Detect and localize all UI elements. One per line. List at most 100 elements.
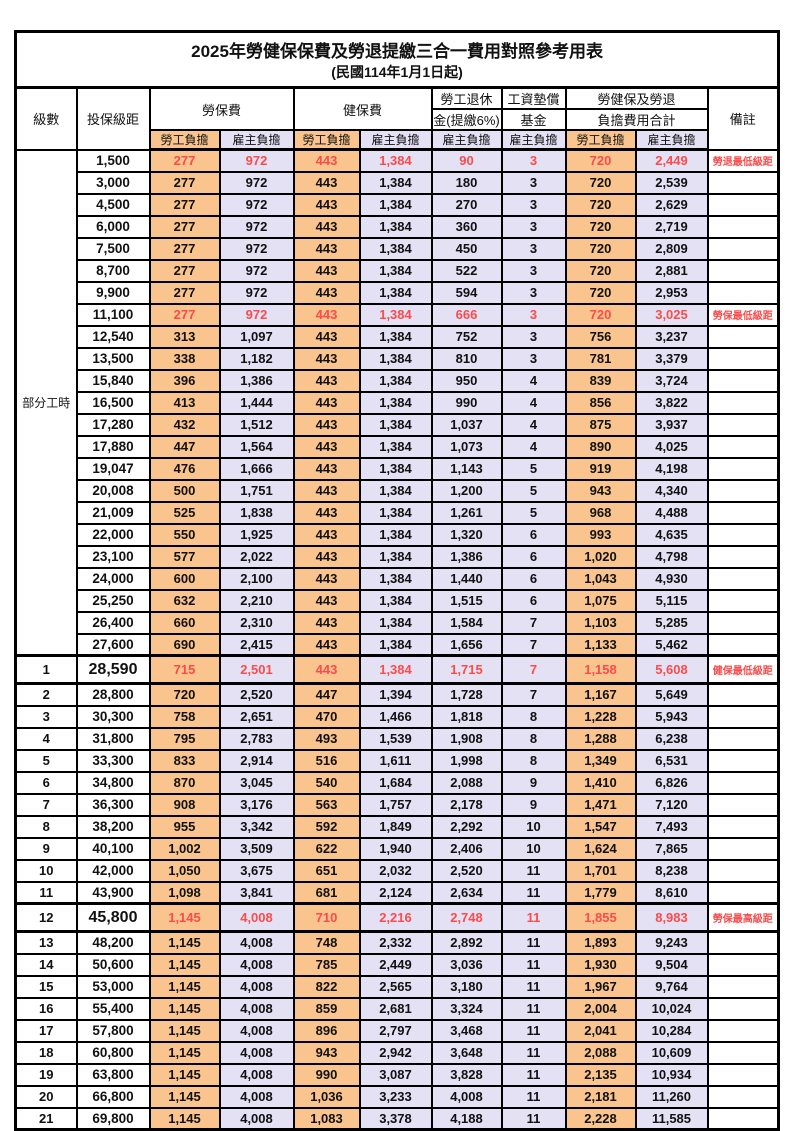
value-cell: 11 bbox=[500, 1040, 567, 1065]
value-cell: 1,167 bbox=[564, 682, 637, 707]
value-cell: 781 bbox=[564, 346, 637, 371]
value-cell: 413 bbox=[148, 390, 221, 415]
value-cell: 3 bbox=[500, 346, 567, 371]
value-cell: 3,378 bbox=[358, 1106, 433, 1131]
value-cell: 11 bbox=[500, 1084, 567, 1109]
value-cell: 4,340 bbox=[634, 478, 709, 503]
table-row: 21 69,800 1,145 4,008 1,083 3,378 4,188 11 2,228… bbox=[14, 1106, 780, 1131]
value-cell: 3,180 bbox=[430, 974, 503, 999]
bracket-cell: 15,840 bbox=[75, 368, 151, 393]
remark-cell bbox=[706, 478, 780, 503]
value-cell: 2,809 bbox=[634, 236, 709, 261]
remark-cell bbox=[706, 280, 780, 305]
remark-cell bbox=[706, 632, 780, 657]
value-cell: 1,133 bbox=[564, 632, 637, 657]
table-row: 12,540 313 1,097 443 1,384 752 3 756 3,237 bbox=[16, 324, 780, 349]
value-cell: 3,025 bbox=[634, 302, 709, 327]
subheader-employer: 雇主負擔 bbox=[218, 129, 295, 151]
value-cell: 1,384 bbox=[358, 566, 433, 591]
value-cell: 1,564 bbox=[218, 434, 295, 459]
level-cell: 1 bbox=[14, 654, 78, 685]
value-cell: 2,783 bbox=[218, 726, 295, 751]
value-cell: 5,285 bbox=[634, 610, 709, 635]
value-cell: 715 bbox=[148, 654, 221, 685]
table-row: 11 43,900 1,098 3,841 681 2,124 2,634 11 1,779 8,… bbox=[14, 880, 780, 905]
level-cell: 4 bbox=[14, 726, 78, 751]
table-row: 13,500 338 1,182 443 1,384 810 3 781 3,379 bbox=[16, 346, 780, 371]
value-cell: 1,384 bbox=[358, 148, 433, 173]
bracket-cell: 28,590 bbox=[75, 654, 151, 685]
value-cell: 6 bbox=[500, 566, 567, 591]
level-cell: 20 bbox=[14, 1084, 78, 1109]
value-cell: 943 bbox=[564, 478, 637, 503]
table-title: 2025年勞健保保費及勞退提繳三合一費用對照參考用表 (民國114年1月1日起) bbox=[14, 30, 780, 89]
bracket-cell: 23,100 bbox=[75, 544, 151, 569]
subheader-employee: 勞工負擔 bbox=[148, 129, 221, 151]
value-cell: 710 bbox=[292, 902, 361, 933]
value-cell: 2,892 bbox=[430, 930, 503, 955]
level-cell: 2 bbox=[14, 682, 78, 707]
value-cell: 720 bbox=[564, 258, 637, 283]
value-cell: 972 bbox=[218, 148, 295, 173]
value-cell: 5,608 bbox=[634, 654, 709, 685]
value-cell: 990 bbox=[430, 390, 503, 415]
header-labor-insurance: 勞保費 bbox=[148, 86, 295, 131]
value-cell: 3 bbox=[500, 236, 567, 261]
subheader-employer: 雇主負擔 bbox=[634, 129, 709, 151]
value-cell: 11 bbox=[500, 1018, 567, 1043]
bracket-cell: 9,900 bbox=[75, 280, 151, 305]
subheader-employee: 勞工負擔 bbox=[564, 129, 637, 151]
value-cell: 1,440 bbox=[430, 566, 503, 591]
value-cell: 5,462 bbox=[634, 632, 709, 657]
value-cell: 5 bbox=[500, 478, 567, 503]
table-row: 3,000 277 972 443 1,384 180 3 720 2,539 bbox=[16, 170, 780, 195]
value-cell: 1,998 bbox=[430, 748, 503, 773]
bracket-cell: 17,280 bbox=[75, 412, 151, 437]
remark-cell bbox=[706, 192, 780, 217]
remark-cell bbox=[706, 500, 780, 525]
value-cell: 90 bbox=[430, 148, 503, 173]
bracket-cell: 57,800 bbox=[75, 1018, 151, 1043]
table-row: 17,280 432 1,512 443 1,384 1,037 4 875 3,937 bbox=[16, 412, 780, 437]
value-cell: 6,238 bbox=[634, 726, 709, 751]
table-row: 11,100 277 972 443 1,384 666 3 720 3,025 勞保最低級距 bbox=[16, 302, 780, 327]
value-cell: 1,384 bbox=[358, 654, 433, 685]
value-cell: 2,088 bbox=[564, 1040, 637, 1065]
value-cell: 443 bbox=[292, 654, 361, 685]
bracket-cell: 8,700 bbox=[75, 258, 151, 283]
bracket-cell: 66,800 bbox=[75, 1084, 151, 1109]
value-cell: 2,124 bbox=[358, 880, 433, 905]
value-cell: 1,288 bbox=[564, 726, 637, 751]
value-cell: 11 bbox=[500, 974, 567, 999]
value-cell: 972 bbox=[218, 214, 295, 239]
header-total-line1: 勞健保及勞退 bbox=[564, 86, 709, 110]
value-cell: 2,520 bbox=[218, 682, 295, 707]
value-cell: 3,087 bbox=[358, 1062, 433, 1087]
value-cell: 2,292 bbox=[430, 814, 503, 839]
value-cell: 522 bbox=[430, 258, 503, 283]
value-cell: 1,384 bbox=[358, 214, 433, 239]
remark-cell bbox=[706, 214, 780, 239]
header-pension-line1: 勞工退休 bbox=[430, 86, 503, 110]
value-cell: 10,609 bbox=[634, 1040, 709, 1065]
remark-cell bbox=[706, 456, 780, 481]
value-cell: 1,394 bbox=[358, 682, 433, 707]
value-cell: 972 bbox=[218, 302, 295, 327]
value-cell: 4,008 bbox=[218, 902, 295, 933]
bracket-cell: 16,500 bbox=[75, 390, 151, 415]
value-cell: 1,098 bbox=[148, 880, 221, 905]
bracket-cell: 3,000 bbox=[75, 170, 151, 195]
bracket-cell: 43,900 bbox=[75, 880, 151, 905]
table-body: 部分工時 1,500 277 972 443 1,384 90 3 720 2,449 勞退最低級距… bbox=[14, 148, 780, 1131]
value-cell: 1,656 bbox=[430, 632, 503, 657]
value-cell: 443 bbox=[292, 610, 361, 635]
remark-cell: 勞保最高級距 bbox=[706, 902, 780, 933]
value-cell: 1,384 bbox=[358, 346, 433, 371]
value-cell: 2,216 bbox=[358, 902, 433, 933]
value-cell: 443 bbox=[292, 148, 361, 173]
value-cell: 1,036 bbox=[292, 1084, 361, 1109]
value-cell: 8,610 bbox=[634, 880, 709, 905]
value-cell: 3 bbox=[500, 148, 567, 173]
bracket-cell: 42,000 bbox=[75, 858, 151, 883]
remark-cell bbox=[706, 748, 780, 773]
